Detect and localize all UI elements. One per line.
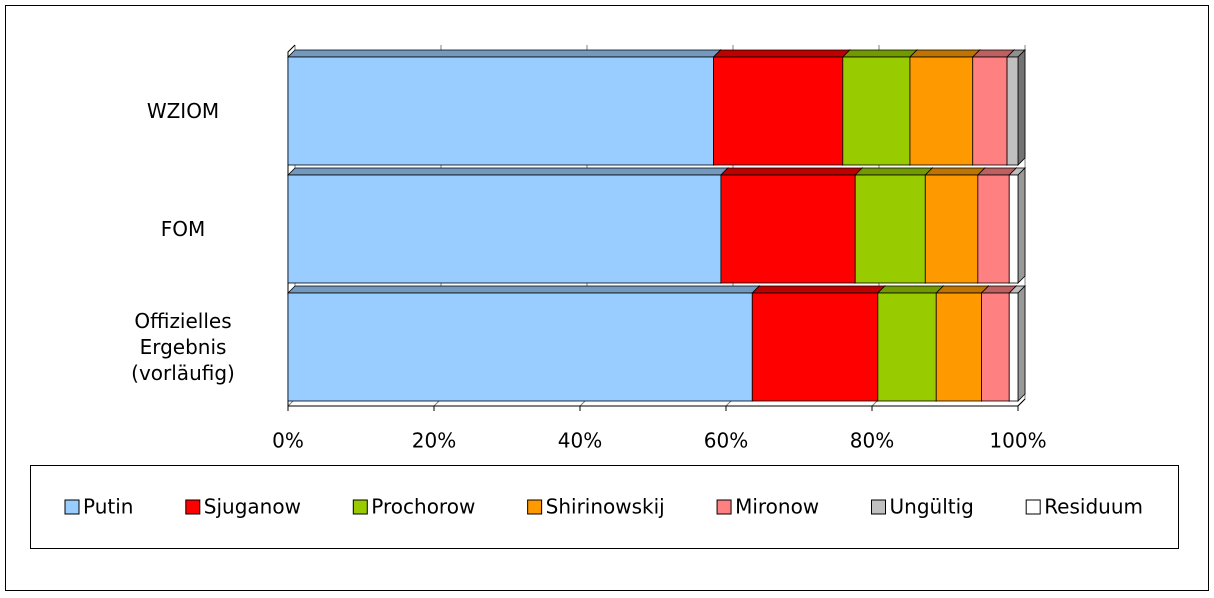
x-tick-label: 80%	[850, 429, 894, 453]
bar-segment	[1008, 285, 1026, 402]
legend-label: Putin	[83, 495, 133, 519]
legend-label: Mironow	[735, 495, 819, 519]
legend-swatch	[64, 499, 80, 515]
bar-segment	[287, 167, 729, 284]
bar-top	[924, 167, 986, 176]
legend-swatch	[185, 499, 201, 515]
legend-label: Sjuganow	[204, 495, 301, 519]
bar-top	[287, 285, 761, 294]
bar-front	[909, 56, 974, 166]
bar-front	[972, 56, 1008, 166]
category-label: WZIOM	[146, 99, 220, 123]
bar-front	[287, 56, 714, 166]
x-tick-label: 40%	[558, 429, 602, 453]
bar-segment	[924, 167, 986, 284]
bar-front	[713, 56, 844, 166]
legend-label: Prochorow	[371, 495, 475, 519]
legend-swatch	[352, 499, 368, 515]
legend-swatch	[1025, 499, 1041, 515]
bar-side	[1017, 285, 1026, 402]
legend-box	[30, 465, 1179, 549]
legend-item: Residuum	[1025, 495, 1143, 519]
legend-swatch	[527, 499, 543, 515]
bar-segment	[1006, 49, 1026, 166]
bar-top	[876, 285, 945, 294]
category-label: FOM	[160, 217, 206, 241]
bar-segment	[1008, 167, 1026, 284]
bar-top	[751, 285, 886, 294]
category-label: Offizielles Ergebnis (vorläufig)	[131, 309, 235, 385]
bar-front	[842, 56, 911, 166]
legend-label: Ungültig	[890, 495, 974, 519]
bar-front	[877, 292, 937, 402]
legend-item: Shirinowskij	[527, 495, 665, 519]
bar-front	[287, 292, 753, 402]
bar-segment	[841, 49, 918, 166]
legend-item: Ungültig	[871, 495, 974, 519]
bar-segment	[876, 285, 945, 402]
legend-item: Mironow	[716, 495, 819, 519]
bar-top	[854, 167, 934, 176]
bar-front	[287, 174, 722, 284]
bar-side	[1017, 167, 1026, 284]
bar-front	[935, 292, 982, 402]
bar-front	[1008, 174, 1019, 284]
legend-label: Shirinowskij	[546, 495, 665, 519]
bar-top	[287, 49, 722, 58]
legend-item: Putin	[64, 495, 133, 519]
bar-segment	[287, 285, 761, 402]
x-tick-label: 0%	[272, 429, 304, 453]
bar-front	[924, 174, 979, 284]
bar-front	[981, 292, 1010, 402]
x-tick-label: 20%	[412, 429, 456, 453]
bar-top	[908, 49, 981, 58]
bar-front	[854, 174, 926, 284]
bar-front	[1008, 292, 1019, 402]
bar-front	[1006, 56, 1019, 166]
legend-swatch	[871, 499, 887, 515]
bar-segment	[712, 49, 851, 166]
bar-front	[751, 292, 879, 402]
legend-swatch	[716, 499, 732, 515]
legend-item: Sjuganow	[185, 495, 301, 519]
bar-top	[935, 285, 990, 294]
axis-line	[287, 44, 1026, 407]
bar-top	[712, 49, 851, 58]
bar-top	[719, 167, 864, 176]
bar-front	[977, 174, 1010, 284]
bar-segment	[287, 49, 722, 166]
bar-segment	[908, 49, 981, 166]
bar-front	[720, 174, 856, 284]
legend-item: Prochorow	[352, 495, 475, 519]
bar-top	[841, 49, 918, 58]
bar-segment	[935, 285, 990, 402]
x-tick-label: 60%	[704, 429, 748, 453]
bar-top	[287, 167, 729, 176]
bar-side	[1017, 49, 1026, 166]
bar-segment	[751, 285, 886, 402]
x-tick-label: 100%	[989, 429, 1046, 453]
bar-segment	[854, 167, 934, 284]
legend-label: Residuum	[1044, 495, 1143, 519]
bar-segment	[719, 167, 864, 284]
